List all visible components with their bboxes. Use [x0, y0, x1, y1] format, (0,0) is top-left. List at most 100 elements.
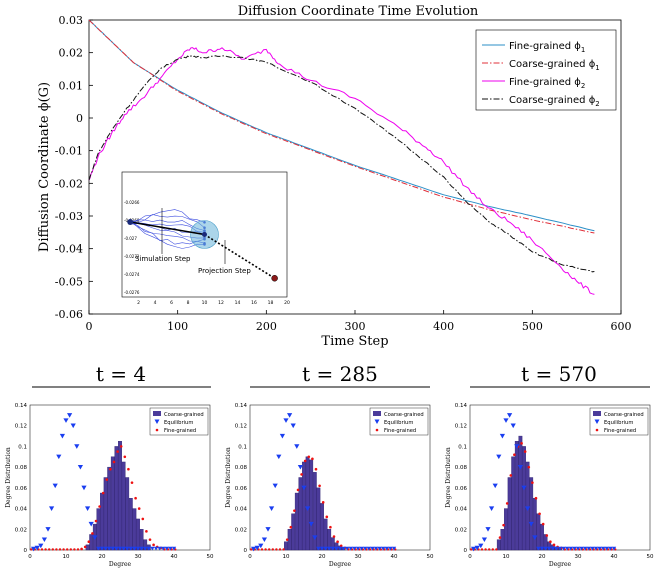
equilibrium-marker [121, 546, 126, 551]
x-axis-label: Degree [549, 561, 572, 568]
fine-point [145, 530, 148, 533]
fine-point [509, 474, 513, 477]
coarse-bar [100, 492, 104, 551]
equilibrium-marker [363, 546, 368, 551]
x-tick-label: 10 [63, 554, 70, 560]
coarse-bar [128, 498, 133, 551]
simulation-trajectory [130, 209, 205, 223]
equilibrium-marker [355, 546, 361, 551]
legend-entry: Equilibrium [164, 420, 193, 426]
equilibrium-marker [164, 546, 169, 551]
coarse-bar [309, 459, 314, 551]
histogram-panel: t = 570 0 10 20 30 40 50 0 0.02 0.04 0.06 0.08 0.1 0.… [445, 362, 654, 568]
inset-y-tick-label: -0.0272 [124, 254, 140, 259]
equilibrium-marker [532, 535, 538, 540]
x-axis-label: Degree [329, 561, 352, 568]
equilibrium-marker [52, 483, 58, 489]
fine-point [112, 460, 116, 464]
coarse-bar [496, 539, 501, 551]
fine-point [91, 532, 94, 535]
projection-step-label: Projection Step [198, 267, 251, 275]
legend: Fine-grained ϕ1 Coarse-grained ϕ1 Fine-gra… [475, 29, 617, 111]
equilibrium-marker [554, 546, 559, 551]
y-tick-label: 0.06 [15, 486, 28, 492]
fine-point [123, 455, 127, 459]
inset-y-tick-label: -0.0266 [124, 200, 140, 205]
equilibrium-marker [107, 546, 112, 551]
y-tick-label: -0.01 [55, 145, 83, 158]
fine-point [271, 548, 274, 551]
fine-point [94, 519, 98, 523]
equilibrium-marker [251, 546, 257, 552]
coarse-bar [302, 461, 306, 551]
main-chart: Diffusion Coordinate Time Evolution 0 100… [37, 4, 632, 349]
simulation-step-line [130, 221, 205, 236]
projection-step-line [204, 233, 276, 279]
fine-point [69, 548, 73, 551]
coarse-bar [121, 461, 126, 551]
fine-point [484, 548, 487, 551]
equilibrium-marker [359, 546, 364, 551]
fine-point [293, 509, 296, 512]
y-tick-label: 0.12 [15, 424, 27, 430]
equilibrium-marker [272, 483, 278, 489]
fine-point [480, 548, 484, 551]
fine-point [48, 548, 51, 551]
x-axis-label: Time Step [321, 334, 388, 349]
equilibrium-marker [132, 546, 137, 551]
x-tick-label: 0 [86, 320, 93, 333]
y-tick-label: 0.06 [455, 486, 468, 492]
fine-point [250, 548, 253, 551]
equilibrium-marker [489, 506, 495, 511]
equilibrium-marker [316, 546, 321, 551]
fine-point [275, 548, 278, 551]
y-tick-label: 0.04 [15, 507, 28, 513]
equilibrium-marker [572, 546, 577, 551]
legend-entry: Equilibrium [384, 420, 413, 426]
equilibrium-marker [59, 433, 65, 439]
equilibrium-marker [139, 546, 144, 551]
fine-point [127, 467, 130, 471]
fine-point [282, 548, 285, 551]
fine-point [148, 538, 152, 541]
equilibrium-marker [478, 543, 484, 549]
inset-x-tick-label: 10 [202, 300, 208, 306]
fine-point [80, 547, 83, 551]
fine-point [116, 450, 119, 453]
equilibrium-marker [45, 527, 51, 532]
equilibrium-marker [283, 418, 289, 423]
y-tick-label: 0.08 [15, 465, 28, 471]
equilibrium-marker [77, 464, 83, 470]
equilibrium-marker [550, 546, 555, 551]
fine-point [491, 548, 494, 551]
coarse-bar [125, 477, 130, 551]
fine-point [44, 548, 47, 551]
x-tick-label: 30 [575, 554, 582, 560]
y-tick-label: 0.14 [15, 403, 28, 409]
equilibrium-marker [128, 546, 133, 551]
equilibrium-marker [31, 546, 37, 552]
equilibrium-marker [135, 546, 141, 551]
fine-point [545, 534, 549, 537]
fine-point [296, 488, 300, 492]
fine-point [268, 548, 271, 551]
x-tick-label: 500 [522, 320, 543, 333]
equilibrium-marker [153, 546, 159, 551]
equilibrium-marker [161, 546, 166, 551]
equilibrium-marker [290, 423, 296, 429]
fine-point [541, 522, 545, 526]
fine-point [62, 548, 65, 551]
coarse-bar [136, 518, 140, 551]
x-tick-label: 10 [503, 554, 510, 560]
inset-x-tick-label: 12 [218, 300, 224, 306]
inset-y-tick-label: -0.0276 [124, 290, 140, 295]
fine-point [73, 548, 76, 551]
inset-x-tick-label: 2 [137, 300, 140, 306]
simulation-step-label: Simulation Step [135, 255, 191, 263]
equilibrium-marker [312, 535, 318, 540]
equilibrium-marker [601, 546, 606, 551]
y-tick-label: -0.02 [55, 177, 83, 190]
equilibrium-marker [604, 546, 609, 551]
equilibrium-marker [330, 546, 335, 551]
equilibrium-marker [63, 418, 69, 423]
